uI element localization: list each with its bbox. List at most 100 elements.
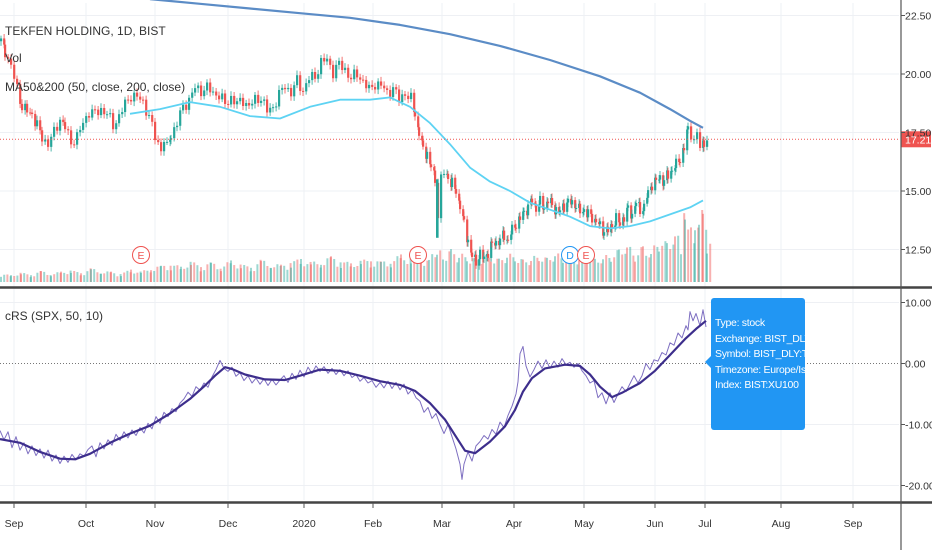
crs-fast-line (0, 309, 707, 480)
candle-body (287, 87, 290, 90)
volume-bar (549, 260, 552, 282)
volume-bar (113, 273, 116, 282)
candle-body (440, 174, 443, 219)
candle-body (41, 130, 44, 142)
candle-body (455, 188, 458, 194)
candle-body (543, 208, 546, 210)
volume-bar (525, 262, 528, 282)
time-tick-label: Nov (146, 518, 165, 530)
candle-body (590, 209, 593, 214)
candle-body (571, 200, 574, 205)
candle-body (582, 211, 585, 214)
volume-bar (594, 258, 596, 282)
volume-bar (69, 270, 72, 282)
candle-body (417, 116, 420, 128)
volume-bar (680, 254, 682, 282)
candle-body (191, 92, 194, 98)
candle-body (433, 167, 436, 171)
candle-body (535, 203, 538, 212)
volume-bar (70, 272, 72, 282)
volume-bar (93, 269, 96, 282)
candle-body (109, 113, 112, 115)
candle-body (203, 90, 206, 97)
volume-bar (428, 259, 430, 282)
candle-body (642, 211, 645, 215)
candle-body (44, 139, 47, 142)
volume-bar (450, 249, 452, 282)
candle-body (615, 213, 618, 226)
volume-bar (240, 268, 242, 282)
candle-body (495, 240, 498, 246)
volume-bar (76, 272, 79, 282)
candle-body (194, 88, 197, 93)
candle-body (254, 94, 257, 104)
candle-body (703, 140, 706, 147)
volume-bar (270, 268, 272, 282)
volume-bar (409, 258, 412, 282)
candle-body (551, 198, 554, 206)
candle-body (618, 213, 621, 223)
candle-body (341, 60, 344, 71)
volume-bar (493, 263, 496, 282)
volume-bar (19, 272, 22, 282)
volume-bar (413, 256, 416, 282)
candle-body (646, 197, 649, 204)
dividend-badge[interactable]: D (561, 246, 579, 264)
volume-bar (666, 243, 668, 282)
candle-body (398, 89, 401, 103)
volume-bar (319, 267, 322, 282)
crs-tick-label: 10.00 (905, 298, 931, 310)
volume-bar (661, 245, 664, 282)
candle-body (230, 95, 233, 105)
volume-bar (160, 265, 162, 282)
candle-body (627, 205, 630, 208)
volume-bar (9, 276, 12, 282)
last-price-label: 17.21 (905, 134, 931, 146)
candle-body (182, 104, 185, 111)
volume-bar (472, 258, 475, 282)
volume-bar (23, 273, 26, 282)
candle-body (106, 114, 109, 116)
volume-bar (363, 259, 366, 282)
badge-circle (132, 246, 150, 264)
candle-body (350, 77, 353, 80)
symbol-info-tooltip: Type: stock Exchange: BIST_DLY Symbol: B… (705, 298, 835, 430)
earnings-badge[interactable]: E (409, 246, 427, 264)
volume-bar (269, 267, 272, 282)
volume-bar (650, 254, 652, 282)
volume-bar (610, 261, 612, 282)
candle-body (56, 126, 59, 131)
time-tick-label: Sep (844, 518, 863, 530)
volume-bar (313, 261, 316, 282)
candle-body (490, 241, 493, 258)
volume-bar (461, 253, 464, 282)
candle-body (518, 216, 521, 229)
ma50-line (129, 96, 704, 230)
candle-body (651, 186, 654, 191)
candle-body (19, 83, 22, 104)
volume-bar (490, 261, 492, 282)
candle-body (683, 147, 686, 151)
volume-bar (376, 261, 379, 282)
volume-bar (293, 261, 296, 282)
volume-bar (126, 270, 129, 282)
volume-bar (416, 256, 419, 282)
candle-body (368, 84, 371, 89)
volume-bar (73, 270, 76, 282)
earnings-badge[interactable]: E (132, 246, 150, 264)
volume-bar (20, 274, 22, 282)
candle-body (451, 177, 454, 188)
candle-body (100, 107, 103, 116)
volume-bar (339, 262, 342, 282)
candle-body (499, 238, 502, 246)
time-tick-label: Oct (78, 518, 94, 530)
volume-bar (346, 261, 349, 282)
earnings-badge[interactable]: E (577, 246, 595, 264)
volume-bar (49, 275, 52, 282)
crs-tick-label: 0.00 (905, 359, 926, 371)
candle-body (209, 82, 212, 93)
candle-body (699, 132, 702, 148)
volume-bar (379, 261, 382, 282)
candle-body (429, 151, 432, 165)
